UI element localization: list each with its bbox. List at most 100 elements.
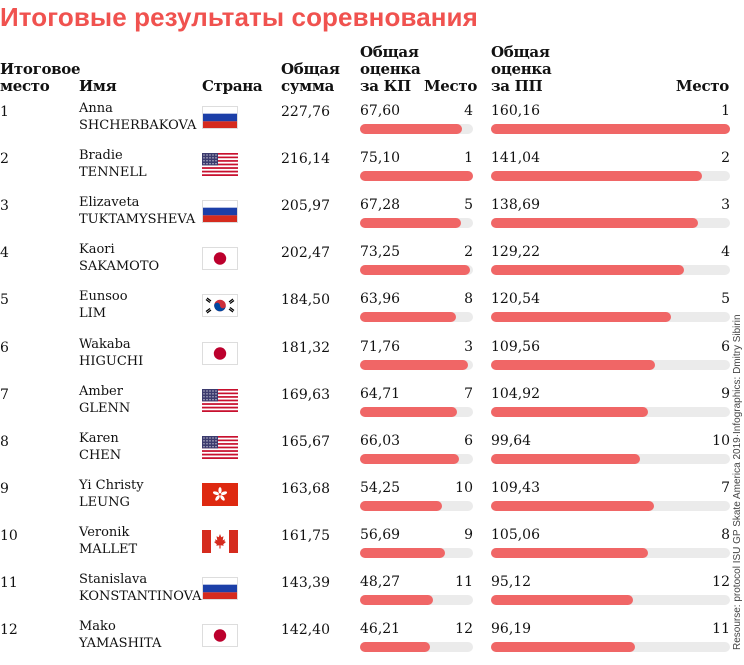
final-place: 1 — [0, 104, 9, 120]
athlete-name: Elizaveta TUKTAMYSHEVA — [79, 194, 195, 228]
sp-bar-track — [360, 642, 473, 653]
athlete-name: Bradie TENNELL — [79, 147, 147, 181]
sp-place: 9 — [464, 526, 473, 543]
first-name: Anna — [79, 101, 113, 116]
athlete-name: Amber GLENN — [79, 383, 130, 417]
sp-bar-track — [360, 265, 473, 276]
final-place: 10 — [0, 527, 18, 544]
source-credit: Resourse: protocol ISU GP Skate America … — [732, 314, 743, 650]
fs-place: 5 — [721, 291, 730, 308]
table-row: 12 Mako YAMASHITA 142,40 46,21 12 96,19 11 — [0, 618, 730, 665]
fs-score: 129,22 — [491, 244, 540, 261]
final-place: 6 — [0, 339, 9, 356]
fs-score: 96,19 — [491, 621, 532, 638]
sp-score: 73,25 — [360, 244, 401, 261]
usa-flag-icon — [202, 388, 238, 412]
last-name: TENNELL — [79, 165, 147, 181]
athlete-name: Stanislava KONSTANTINOVA — [79, 571, 202, 605]
sp-score: 67,28 — [360, 197, 401, 214]
last-name: TUKTAMYSHEVA — [79, 212, 196, 228]
fs-score: 95,12 — [491, 574, 532, 590]
fs-score: 109,56 — [491, 338, 540, 355]
last-name: LIM — [79, 306, 107, 322]
total-score: 202,47 — [281, 245, 330, 262]
first-name: Elizaveta — [79, 195, 140, 211]
fs-bar-track — [491, 642, 730, 653]
sp-bar-track — [360, 453, 473, 464]
fs-score: 104,92 — [491, 385, 540, 402]
fs-bar-track — [491, 124, 730, 134]
sp-bar — [360, 547, 446, 558]
first-name: Amber — [79, 383, 123, 399]
sp-bar-track — [360, 359, 473, 370]
athlete-name: Kaori SAKAMOTO — [79, 241, 159, 275]
total-score: 181,32 — [281, 339, 330, 356]
sp-score: 54,25 — [360, 479, 401, 496]
last-name: SHCHERBAKOVA — [79, 118, 197, 133]
total-score: 184,50 — [281, 292, 330, 309]
fs-score: 109,43 — [491, 479, 540, 496]
first-name: Stanislava — [79, 572, 148, 587]
sp-bar-track — [360, 547, 473, 558]
sp-bar-track — [360, 124, 473, 134]
russia-flag-icon — [202, 577, 238, 600]
table-row: 2 Bradie TENNELL 216,14 75,10 1 141,04 2 — [0, 147, 730, 194]
fs-score: 141,04 — [491, 150, 540, 167]
header-country: Страна — [202, 77, 263, 95]
last-name: CHEN — [79, 447, 122, 463]
final-place: 9 — [0, 480, 9, 497]
total-score: 205,97 — [281, 198, 330, 215]
fs-bar — [491, 453, 640, 464]
athlete-name: Mako YAMASHITA — [79, 618, 161, 652]
sp-place: 5 — [464, 197, 473, 214]
russia-flag-icon — [202, 200, 238, 224]
first-name: Yi Christy — [79, 477, 144, 493]
last-name: LEUNG — [79, 494, 130, 510]
fs-score: 120,54 — [491, 291, 540, 308]
fs-place: 6 — [721, 338, 730, 355]
final-place: 3 — [0, 198, 9, 215]
fs-place: 4 — [721, 244, 730, 261]
sp-score: 46,21 — [360, 621, 401, 638]
sp-bar — [360, 265, 471, 276]
fs-bar-track — [491, 265, 730, 276]
athlete-name: Yi Christy LEUNG — [79, 477, 144, 511]
header-final-place: Итоговое место — [0, 60, 81, 95]
fs-bar — [491, 218, 698, 229]
fs-score: 99,64 — [491, 432, 532, 449]
fs-place: 3 — [721, 197, 730, 214]
table-row: 6 Wakaba HIGUCHI 181,32 71,76 3 109,56 6 — [0, 336, 730, 383]
fs-bar-track — [491, 406, 730, 417]
final-place: 8 — [0, 433, 9, 450]
athlete-name: Eunsoo LIM — [79, 288, 128, 322]
last-name: GLENN — [79, 400, 131, 416]
sp-bar-track — [360, 500, 473, 511]
athlete-name: Veronik MALLET — [79, 524, 137, 558]
sp-bar-track — [360, 595, 473, 605]
fs-bar — [491, 642, 635, 653]
sp-place: 6 — [464, 432, 473, 449]
table-row: 3 Elizaveta TUKTAMYSHEVA 205,97 67,28 5 138,69… — [0, 194, 730, 241]
fs-bar — [491, 406, 648, 417]
sp-score: 48,27 — [360, 574, 401, 590]
last-name: SAKAMOTO — [79, 259, 160, 275]
last-name: KONSTANTINOVA — [79, 589, 202, 604]
sp-score: 67,60 — [360, 103, 401, 119]
sp-place: 11 — [455, 574, 473, 590]
sp-bar — [360, 359, 468, 370]
page-title: Итоговые результаты соревнования — [0, 2, 478, 32]
fs-bar — [491, 595, 633, 605]
first-name: Eunsoo — [79, 289, 128, 305]
fs-bar — [491, 359, 655, 370]
table-row: 7 Amber GLENN 169,63 64,71 7 104,92 9 — [0, 383, 730, 430]
fs-bar — [491, 265, 684, 276]
last-name: MALLET — [79, 541, 138, 557]
fs-bar-track — [491, 218, 730, 229]
fs-score: 105,06 — [491, 526, 540, 543]
fs-place: 9 — [721, 385, 730, 402]
total-score: 165,67 — [281, 433, 330, 450]
fs-bar — [491, 500, 655, 511]
fs-bar-track — [491, 595, 730, 605]
final-place: 4 — [0, 245, 9, 262]
fs-bar-track — [491, 547, 730, 558]
